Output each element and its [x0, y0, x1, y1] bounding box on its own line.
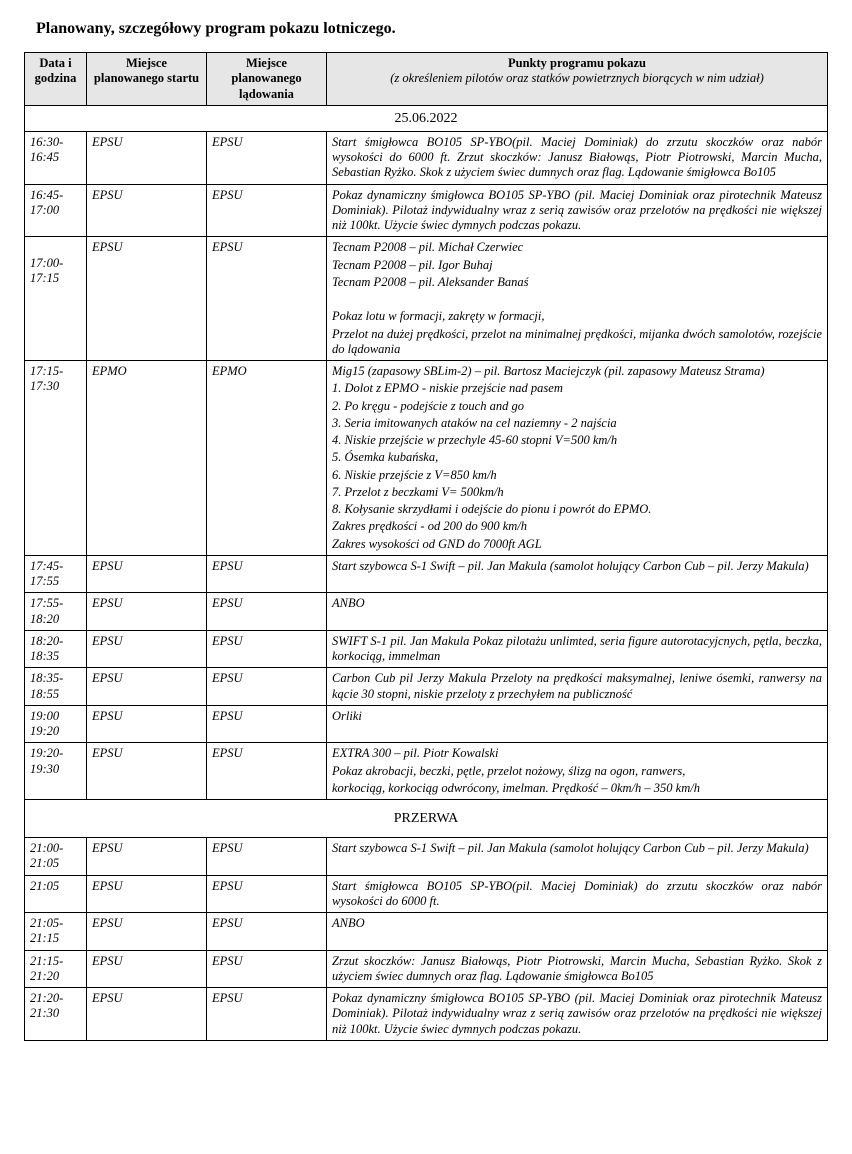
break-row: PRZERWA [25, 800, 828, 838]
table-row: 17:15-17:30EPMOEPMOMig15 (zapasowy SBLim… [25, 361, 828, 556]
cell-time: 18:20-18:35 [25, 630, 87, 668]
cell-land: EPSU [207, 838, 327, 876]
cell-start: EPSU [87, 184, 207, 237]
header-row: Data i godzina Miejsce planowanego start… [25, 53, 828, 106]
schedule-table: Data i godzina Miejsce planowanego start… [24, 52, 828, 1041]
cell-desc: Zrzut skoczków: Janusz Białowąs, Piotr P… [327, 950, 828, 988]
cell-time: 21:05 [25, 875, 87, 913]
cell-land: EPSU [207, 555, 327, 593]
th-desc-sub: (z określeniem pilotów oraz statków powi… [390, 71, 763, 85]
table-row: 18:20-18:35EPSUEPSUSWIFT S-1 pil. Jan Ma… [25, 630, 828, 668]
table-row: 21:05EPSUEPSUStart śmigłowca BO105 SP-YB… [25, 875, 828, 913]
table-row: 16:30-16:45EPSUEPSUStart śmigłowca BO105… [25, 131, 828, 184]
cell-start: EPSU [87, 593, 207, 631]
cell-land: EPSU [207, 705, 327, 743]
cell-start: EPSU [87, 838, 207, 876]
cell-desc: SWIFT S-1 pil. Jan Makula Pokaz pilotażu… [327, 630, 828, 668]
cell-start: EPSU [87, 630, 207, 668]
table-row: 21:05-21:15EPSUEPSUANBO [25, 913, 828, 951]
cell-land: EPSU [207, 237, 327, 361]
cell-land: EPSU [207, 630, 327, 668]
date-cell: 25.06.2022 [25, 105, 828, 131]
table-row: 19:20-19:30EPSUEPSUEXTRA 300 – pil. Piot… [25, 743, 828, 800]
cell-desc: Mig15 (zapasowy SBLim-2) – pil. Bartosz … [327, 361, 828, 556]
cell-start: EPSU [87, 988, 207, 1041]
cell-time: 21:00-21:05 [25, 838, 87, 876]
table-row: 17:00-17:15EPSUEPSUTecnam P2008 – pil. M… [25, 237, 828, 361]
cell-desc: EXTRA 300 – pil. Piotr KowalskiPokaz akr… [327, 743, 828, 800]
cell-desc: Carbon Cub pil Jerzy Makula Przeloty na … [327, 668, 828, 706]
cell-desc: Start śmigłowca BO105 SP-YBO(pil. Maciej… [327, 131, 828, 184]
cell-time: 19:0019:20 [25, 705, 87, 743]
cell-start: EPSU [87, 555, 207, 593]
table-row: 16:45-17:00EPSUEPSUPokaz dynamiczny śmig… [25, 184, 828, 237]
cell-desc: Start szybowca S-1 Swift – pil. Jan Maku… [327, 838, 828, 876]
table-row: 21:20-21:30EPSUEPSUPokaz dynamiczny śmig… [25, 988, 828, 1041]
cell-start: EPSU [87, 705, 207, 743]
cell-start: EPSU [87, 668, 207, 706]
cell-land: EPSU [207, 184, 327, 237]
th-desc: Punkty programu pokazu (z określeniem pi… [327, 53, 828, 106]
cell-land: EPSU [207, 913, 327, 951]
page-title: Planowany, szczegółowy program pokazu lo… [36, 20, 828, 38]
table-row: 21:15-21:20EPSUEPSUZrzut skoczków: Janus… [25, 950, 828, 988]
cell-desc: ANBO [327, 913, 828, 951]
cell-time: 21:20-21:30 [25, 988, 87, 1041]
cell-time: 17:00-17:15 [25, 237, 87, 361]
cell-time: 21:05-21:15 [25, 913, 87, 951]
cell-desc: Pokaz dynamiczny śmigłowca BO105 SP-YBO … [327, 184, 828, 237]
th-desc-main: Punkty programu pokazu [508, 56, 646, 70]
cell-start: EPSU [87, 743, 207, 800]
th-land: Miejsce planowanego lądowania [207, 53, 327, 106]
table-row: 17:45-17:55EPSUEPSUStart szybowca S-1 Sw… [25, 555, 828, 593]
cell-desc: Start szybowca S-1 Swift – pil. Jan Maku… [327, 555, 828, 593]
date-row: 25.06.2022 [25, 105, 828, 131]
cell-land: EPSU [207, 875, 327, 913]
cell-time: 16:30-16:45 [25, 131, 87, 184]
cell-start: EPSU [87, 875, 207, 913]
cell-start: EPSU [87, 131, 207, 184]
cell-time: 21:15-21:20 [25, 950, 87, 988]
cell-land: EPSU [207, 950, 327, 988]
th-time: Data i godzina [25, 53, 87, 106]
cell-time: 17:15-17:30 [25, 361, 87, 556]
cell-desc: Orliki [327, 705, 828, 743]
break-cell: PRZERWA [25, 800, 828, 838]
th-start: Miejsce planowanego startu [87, 53, 207, 106]
cell-time: 18:35-18:55 [25, 668, 87, 706]
cell-land: EPSU [207, 743, 327, 800]
cell-time: 17:55-18:20 [25, 593, 87, 631]
table-row: 19:0019:20EPSUEPSUOrliki [25, 705, 828, 743]
cell-start: EPSU [87, 913, 207, 951]
cell-time: 19:20-19:30 [25, 743, 87, 800]
cell-desc: Start śmigłowca BO105 SP-YBO(pil. Maciej… [327, 875, 828, 913]
cell-desc: Pokaz dynamiczny śmigłowca BO105 SP-YBO … [327, 988, 828, 1041]
cell-start: EPMO [87, 361, 207, 556]
cell-land: EPMO [207, 361, 327, 556]
cell-desc: ANBO [327, 593, 828, 631]
cell-desc: Tecnam P2008 – pil. Michał CzerwiecTecna… [327, 237, 828, 361]
cell-time: 16:45-17:00 [25, 184, 87, 237]
cell-start: EPSU [87, 950, 207, 988]
table-row: 17:55-18:20EPSUEPSUANBO [25, 593, 828, 631]
table-row: 18:35-18:55EPSUEPSUCarbon Cub pil Jerzy … [25, 668, 828, 706]
cell-time: 17:45-17:55 [25, 555, 87, 593]
cell-land: EPSU [207, 131, 327, 184]
cell-land: EPSU [207, 988, 327, 1041]
table-body: 25.06.2022 16:30-16:45EPSUEPSUStart śmig… [25, 105, 828, 1040]
cell-start: EPSU [87, 237, 207, 361]
table-row: 21:00-21:05EPSUEPSUStart szybowca S-1 Sw… [25, 838, 828, 876]
cell-land: EPSU [207, 593, 327, 631]
cell-land: EPSU [207, 668, 327, 706]
